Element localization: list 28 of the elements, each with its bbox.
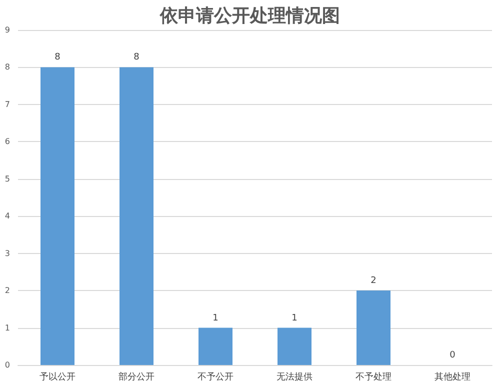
y-tick-label: 9 xyxy=(4,26,10,34)
y-tick-label: 3 xyxy=(4,248,10,258)
bar xyxy=(356,290,390,365)
x-tick-label: 不予公开 xyxy=(198,372,234,382)
data-label: 2 xyxy=(370,276,376,286)
data-label: 1 xyxy=(292,313,298,324)
y-tick-label: 0 xyxy=(4,360,10,370)
chart-title: 依申请公开处理情况图 xyxy=(159,6,340,26)
data-label: 0 xyxy=(450,350,456,360)
y-tick-label: 4 xyxy=(4,212,10,221)
data-label: 8 xyxy=(54,52,61,63)
y-tick-label: 2 xyxy=(4,286,10,296)
x-tick-label: 予以公开 xyxy=(40,372,76,382)
y-tick-label: 1 xyxy=(4,323,10,332)
x-tick-label: 部分公开 xyxy=(118,372,154,382)
x-tick-label: 其他处理 xyxy=(434,372,470,382)
data-label: 1 xyxy=(212,313,218,324)
y-tick-label: 7 xyxy=(4,100,10,109)
bar xyxy=(278,328,312,365)
bar xyxy=(40,67,74,365)
y-tick-label: 8 xyxy=(4,62,10,72)
x-tick-label: 无法提供 xyxy=(276,372,312,382)
y-tick-label: 6 xyxy=(4,137,10,146)
bar xyxy=(120,67,154,365)
bar xyxy=(198,328,232,365)
data-label: 8 xyxy=(134,52,140,63)
y-tick-label: 5 xyxy=(4,174,10,184)
x-tick-label: 不予处理 xyxy=(356,372,392,382)
